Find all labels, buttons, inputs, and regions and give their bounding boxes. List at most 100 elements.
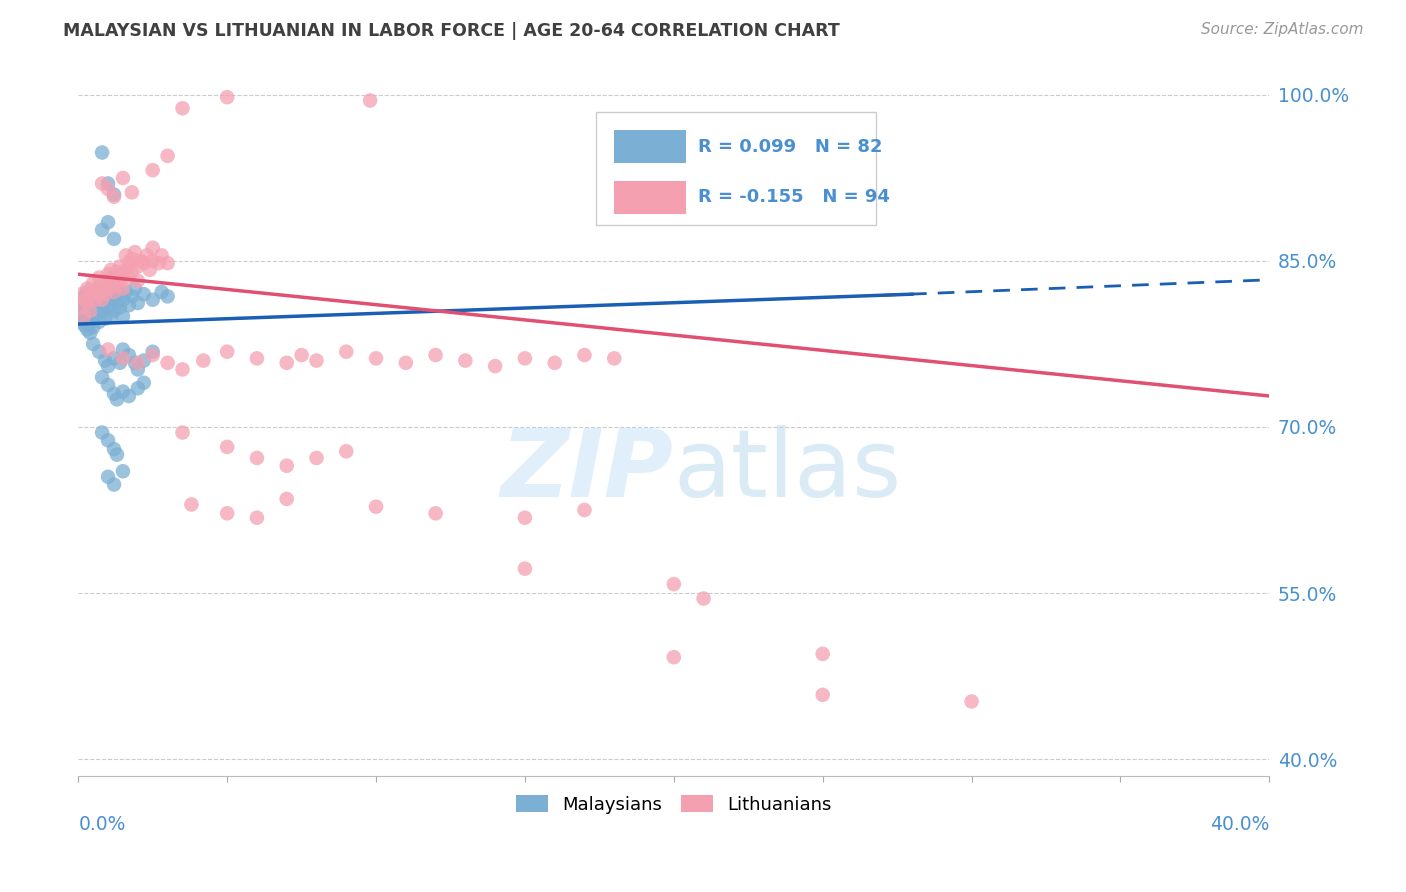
Point bbox=[811, 647, 834, 661]
Legend: Malaysians, Lithuanians: Malaysians, Lithuanians bbox=[509, 788, 839, 821]
Point bbox=[118, 348, 141, 362]
Point bbox=[82, 285, 104, 299]
Point bbox=[73, 311, 96, 326]
Point bbox=[97, 301, 120, 315]
Point bbox=[142, 293, 165, 307]
Point bbox=[156, 356, 179, 370]
Point bbox=[103, 285, 125, 299]
Point bbox=[121, 252, 143, 266]
Point bbox=[76, 282, 98, 296]
Point bbox=[142, 241, 165, 255]
Text: R = 0.099   N = 82: R = 0.099 N = 82 bbox=[697, 137, 882, 156]
Point bbox=[94, 287, 117, 301]
Point bbox=[574, 503, 596, 517]
Point bbox=[91, 303, 114, 318]
Point bbox=[142, 163, 165, 178]
Point bbox=[132, 353, 155, 368]
Point bbox=[124, 245, 146, 260]
Point bbox=[127, 381, 149, 395]
Point bbox=[217, 344, 239, 359]
Text: 40.0%: 40.0% bbox=[1211, 815, 1270, 835]
Point bbox=[246, 450, 269, 465]
Point bbox=[111, 282, 134, 296]
Point bbox=[127, 356, 149, 370]
Point bbox=[395, 356, 418, 370]
Text: MALAYSIAN VS LITHUANIAN IN LABOR FORCE | AGE 20-64 CORRELATION CHART: MALAYSIAN VS LITHUANIAN IN LABOR FORCE |… bbox=[63, 22, 839, 40]
Point bbox=[291, 348, 314, 362]
Point bbox=[94, 274, 117, 288]
Point bbox=[121, 186, 143, 200]
Point bbox=[70, 298, 93, 312]
Point bbox=[111, 310, 134, 324]
Point bbox=[91, 370, 114, 384]
Point bbox=[132, 376, 155, 390]
Point bbox=[105, 265, 128, 279]
Point bbox=[603, 351, 626, 366]
Point bbox=[76, 322, 98, 336]
Point bbox=[97, 378, 120, 392]
Point bbox=[82, 287, 104, 301]
Point bbox=[150, 285, 173, 299]
Point bbox=[91, 293, 114, 307]
Point bbox=[100, 293, 122, 307]
Point bbox=[364, 500, 387, 514]
Point bbox=[156, 256, 179, 270]
Point bbox=[91, 425, 114, 440]
Point bbox=[97, 182, 120, 196]
Point bbox=[100, 262, 122, 277]
Point bbox=[103, 351, 125, 366]
Point bbox=[105, 448, 128, 462]
Point bbox=[513, 351, 536, 366]
Point bbox=[73, 289, 96, 303]
Point bbox=[135, 248, 157, 262]
Point bbox=[246, 510, 269, 524]
Point bbox=[811, 688, 834, 702]
Point bbox=[118, 389, 141, 403]
Text: R = -0.155   N = 94: R = -0.155 N = 94 bbox=[697, 188, 890, 206]
Point bbox=[70, 310, 93, 324]
Point bbox=[662, 650, 685, 665]
Point bbox=[97, 359, 120, 373]
Point bbox=[513, 510, 536, 524]
Point bbox=[79, 296, 101, 310]
Point bbox=[97, 177, 120, 191]
Point bbox=[180, 498, 202, 512]
Point bbox=[108, 260, 131, 274]
Point bbox=[84, 293, 107, 307]
Point bbox=[79, 303, 101, 318]
Point bbox=[73, 301, 96, 315]
FancyBboxPatch shape bbox=[614, 181, 686, 214]
Point bbox=[103, 289, 125, 303]
Point bbox=[82, 337, 104, 351]
Point bbox=[172, 362, 194, 376]
Point bbox=[115, 248, 138, 262]
Point bbox=[73, 310, 96, 324]
Point bbox=[124, 356, 146, 370]
Point bbox=[127, 362, 149, 376]
Point bbox=[148, 256, 170, 270]
Point bbox=[87, 287, 110, 301]
Text: 0.0%: 0.0% bbox=[79, 815, 125, 835]
Point bbox=[115, 262, 138, 277]
Point bbox=[76, 307, 98, 321]
Point bbox=[124, 282, 146, 296]
Point bbox=[142, 348, 165, 362]
Point bbox=[108, 301, 131, 315]
Point bbox=[87, 298, 110, 312]
Point bbox=[127, 296, 149, 310]
Point bbox=[76, 285, 98, 299]
Point bbox=[84, 282, 107, 296]
Point bbox=[82, 276, 104, 290]
Point bbox=[142, 344, 165, 359]
Point bbox=[108, 287, 131, 301]
Point bbox=[70, 287, 93, 301]
Point bbox=[118, 256, 141, 270]
Point bbox=[111, 171, 134, 186]
Point bbox=[335, 344, 357, 359]
Point bbox=[132, 256, 155, 270]
Point bbox=[425, 348, 447, 362]
Point bbox=[97, 215, 120, 229]
Point bbox=[105, 282, 128, 296]
Point bbox=[84, 310, 107, 324]
Point bbox=[111, 267, 134, 281]
